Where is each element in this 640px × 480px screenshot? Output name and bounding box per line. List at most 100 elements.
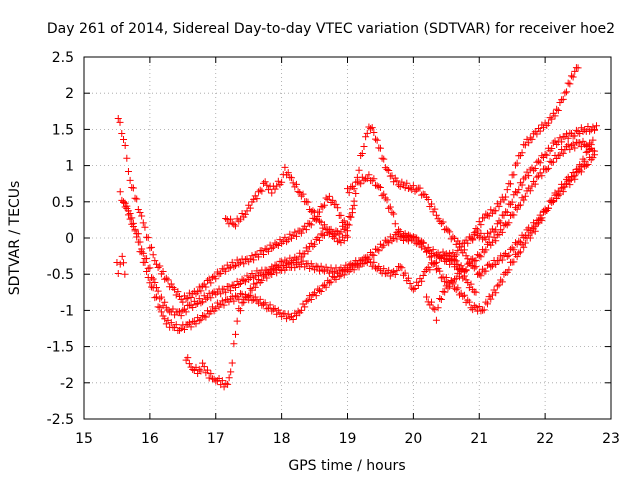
data-point-sat-d (258, 276, 266, 284)
data-point-sat-j (541, 205, 549, 213)
data-point-sat-a (159, 268, 167, 276)
data-point-sat-i (431, 305, 439, 313)
x-tick-label: 23 (602, 431, 620, 447)
data-point-sat-g (495, 202, 503, 210)
data-point-sat-b (179, 306, 187, 314)
data-point-sat-f (472, 303, 480, 311)
data-point-sat-c (378, 243, 386, 251)
data-point-sat-i (553, 154, 561, 162)
data-point-sat-e (347, 213, 355, 221)
data-point-sat-c (144, 273, 152, 281)
data-point-sat-k (114, 270, 122, 278)
data-point-sat-a (307, 221, 315, 229)
data-point-sat-e (253, 195, 261, 203)
data-point-sat-f (350, 185, 358, 193)
data-point-sat-b (225, 283, 233, 291)
data-point-sat-d (432, 258, 440, 266)
data-point-sat-f (375, 183, 383, 191)
data-point-sat-e (278, 178, 286, 186)
data-point-sat-a (317, 202, 325, 210)
data-point-sat-a (185, 289, 193, 297)
data-point-sat-e (396, 183, 404, 191)
data-point-sat-d (350, 260, 358, 268)
data-point-sat-b (139, 249, 147, 257)
data-point-sat-f (493, 282, 501, 290)
data-point-sat-j (569, 168, 577, 176)
data-point-sat-d (317, 262, 325, 270)
data-point-sat-d (436, 254, 444, 262)
data-point-sat-g (569, 73, 577, 81)
data-point-sat-a (264, 247, 272, 255)
data-point-sat-d (464, 278, 472, 286)
data-point-sat-f (515, 249, 523, 257)
data-point-sat-c (292, 312, 300, 320)
data-point-sat-c (266, 301, 274, 309)
data-point-sat-d (207, 370, 215, 378)
data-point-sat-i (436, 294, 444, 302)
data-point-sat-a (232, 262, 240, 270)
data-point-sat-h (513, 189, 521, 197)
data-point-sat-c (386, 233, 394, 241)
data-point-sat-k (121, 270, 129, 278)
data-point-sat-a (302, 226, 310, 234)
data-point-sat-c (319, 282, 327, 290)
data-point-sat-e (344, 233, 351, 241)
data-point-sat-i (591, 147, 599, 155)
data-point-sat-d (344, 266, 351, 274)
data-point-sat-d (439, 248, 447, 256)
data-point-sat-d (396, 263, 404, 271)
data-point-sat-c (123, 202, 131, 210)
data-point-sat-e (246, 204, 254, 212)
data-point-sat-c (154, 303, 162, 311)
data-point-sat-b (154, 287, 162, 295)
data-point-sat-a (194, 288, 202, 296)
data-point-sat-f (421, 245, 429, 253)
data-point-sat-g (544, 119, 552, 127)
data-point-sat-i (455, 273, 463, 281)
data-point-sat-f (482, 298, 490, 306)
data-point-sat-a (230, 263, 238, 271)
data-point-sat-k (120, 259, 128, 267)
data-point-sat-a (182, 295, 190, 303)
data-point-sat-d (426, 266, 434, 274)
data-point-sat-e (441, 226, 449, 234)
data-point-sat-a (139, 219, 147, 227)
x-tick-label: 20 (404, 431, 422, 447)
data-point-sat-e (462, 252, 470, 260)
data-point-sat-e (427, 200, 435, 208)
data-point-sat-e (281, 163, 289, 171)
data-point-sat-d (218, 377, 226, 385)
data-point-sat-f (391, 220, 399, 228)
data-point-sat-e (418, 191, 426, 199)
data-point-sat-c (212, 305, 220, 313)
data-point-sat-g (554, 107, 562, 115)
data-point-sat-f (357, 180, 365, 188)
data-point-sat-e (332, 231, 340, 239)
data-point-sat-g (477, 221, 485, 229)
data-point-sat-e (398, 178, 406, 186)
data-point-sat-i (521, 192, 529, 200)
data-point-sat-b (340, 226, 348, 234)
data-point-sat-i (464, 260, 472, 268)
data-point-sat-a (197, 287, 205, 295)
data-point-sat-j (483, 261, 491, 269)
data-point-sat-g (528, 135, 536, 143)
data-point-sat-g (551, 112, 559, 120)
data-point-sat-f (345, 189, 353, 197)
data-point-sat-f (370, 175, 378, 183)
y-tick-label: 2.5 (52, 50, 74, 66)
data-point-sat-e (250, 195, 258, 203)
data-point-sat-a (268, 244, 276, 252)
x-tick-labels: 15 16 17 18 19 20 21 22 23 (75, 431, 620, 447)
data-point-sat-b (217, 290, 225, 298)
data-point-sat-b (149, 275, 157, 283)
data-point-sat-i (441, 288, 449, 296)
data-point-sat-e (256, 186, 264, 194)
data-point-sat-i (507, 212, 515, 220)
data-point-sat-f (347, 183, 355, 191)
data-point-sat-c (218, 297, 226, 305)
data-point-sat-g (513, 159, 521, 167)
data-point-sat-h (551, 137, 559, 145)
data-point-sat-d (260, 272, 268, 280)
data-point-sat-e (340, 237, 348, 245)
